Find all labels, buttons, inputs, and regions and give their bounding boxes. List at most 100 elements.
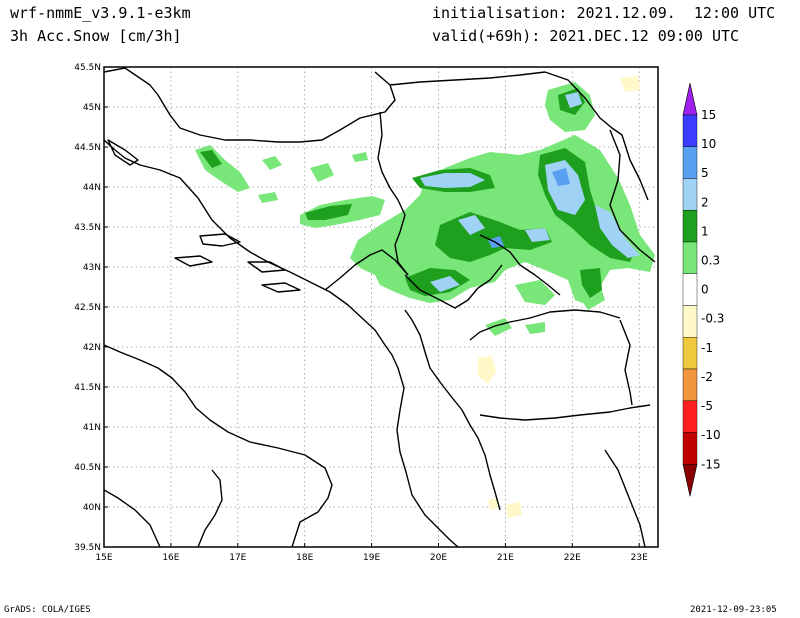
albania-east-border <box>404 309 501 511</box>
colorbar-max-arrow <box>682 82 698 116</box>
latitude-labels: 39.5N 40N 40.5N 41N 41.5N 42N 42.5N 43N 43.5N 44N… <box>74 63 108 553</box>
colorbar-swatch <box>682 241 698 274</box>
greece-coast <box>604 449 646 547</box>
colorbar-swatch <box>682 337 698 370</box>
lat-label: 44N <box>83 183 101 193</box>
snow-heavy-1 <box>420 173 485 188</box>
coastlines-borders <box>104 67 656 547</box>
lon-label: 15E <box>95 553 112 563</box>
colorbar-label: -5 <box>701 399 713 413</box>
island-brac <box>199 233 241 247</box>
grads-credit: GrADS: COLA/IGES <box>4 605 91 615</box>
snow-patch-3 <box>352 152 368 162</box>
italy-coast <box>104 344 333 547</box>
lat-label: 41.5N <box>74 383 101 393</box>
lat-label: 45N <box>83 103 101 113</box>
colorbar-swatch <box>682 178 698 211</box>
melt-area-south <box>505 502 522 518</box>
colorbar-label: -15 <box>701 457 721 471</box>
colorbar-label: 1 <box>701 224 709 238</box>
lat-label: 41N <box>83 423 101 433</box>
lon-label: 22E <box>564 553 581 563</box>
italy-coast-south <box>104 489 161 547</box>
lon-label: 19E <box>363 553 380 563</box>
snow-area-kosovo <box>515 280 555 305</box>
snow-patch-5 <box>485 318 512 336</box>
croatia-bosnia-border <box>104 67 396 143</box>
snow-heavy-3 <box>595 205 640 258</box>
lat-label: 40.5N <box>74 463 101 473</box>
snow-peak-1 <box>552 168 570 186</box>
init-time: initialisation: 2021.12.09. 12:00 UTC <box>432 4 776 22</box>
snow-heavy-7 <box>565 92 582 108</box>
snow-heavy-4 <box>458 215 485 235</box>
adriatic-coast-east <box>104 139 459 547</box>
lon-label: 21E <box>497 553 514 563</box>
kosovo-macedonia-border <box>469 309 621 341</box>
island-korcula <box>247 261 286 273</box>
bosnia-serbia-border <box>377 111 409 276</box>
bosnia-montenegro-border <box>324 249 409 291</box>
snow-core-east <box>580 268 602 298</box>
melt-area-albania <box>478 356 496 384</box>
colorbar-swatch <box>682 368 698 401</box>
colorbar-swatch <box>682 210 698 243</box>
snow-heavy-6 <box>430 276 460 292</box>
montenegro-albania-border <box>404 264 503 309</box>
lon-label: 17E <box>229 553 246 563</box>
serbia-hungary-border <box>389 71 546 86</box>
lat-label: 40N <box>83 503 101 513</box>
render-timestamp: 2021-12-09-23:05 <box>690 605 777 615</box>
colorbar-label: -10 <box>701 428 721 442</box>
colorbar-swatch <box>682 432 698 465</box>
snow-core-bosnia <box>305 204 352 220</box>
graticule <box>104 67 658 547</box>
colorbar-label: 2 <box>701 195 709 209</box>
macedonia-greece-border <box>479 404 651 421</box>
melt-area-northeast <box>620 76 640 92</box>
snow-patch-4 <box>258 192 278 203</box>
lat-label: 43.5N <box>74 223 101 233</box>
colorbar: 15 10 5 2 1 0.3 0 -0.3 -1 -2 -5 -10 -15 <box>682 82 724 497</box>
lon-label: 18E <box>296 553 313 563</box>
colorbar-label: -1 <box>701 341 713 355</box>
lon-label: 23E <box>631 553 648 563</box>
serbia-bulgaria-border <box>609 129 656 263</box>
snow-patch-6 <box>525 322 545 334</box>
colorbar-label: 0.3 <box>701 254 720 268</box>
colorbar-label: -2 <box>701 370 713 384</box>
lat-label: 39.5N <box>74 543 101 553</box>
lat-label: 43N <box>83 263 101 273</box>
melt-area-south-2 <box>488 498 498 510</box>
longitude-labels: 15E 16E 17E 18E 19E 20E 21E 22E 23E <box>95 543 648 563</box>
island-hvar <box>174 255 213 267</box>
colorbar-swatch <box>682 114 698 147</box>
lat-label: 42N <box>83 343 101 353</box>
snow-patch-1 <box>262 156 282 170</box>
colorbar-label: 5 <box>701 166 709 180</box>
serbia-kosovo-border <box>479 234 561 296</box>
colorbar-swatch <box>682 400 698 433</box>
colorbar-label: -0.3 <box>701 312 724 326</box>
colorbar-label: 0 <box>701 283 709 297</box>
snow-patch-2 <box>310 163 334 182</box>
lat-label: 45.5N <box>74 63 101 73</box>
snow-core-west <box>200 150 222 168</box>
colorbar-min-arrow <box>682 463 698 497</box>
macedonia-bulgaria-border <box>619 319 633 406</box>
valid-time: valid(+69h): 2021.DEC.12 09:00 UTC <box>432 27 740 45</box>
model-title: wrf-nmmE_v3.9.1-e3km <box>10 4 191 22</box>
island-krk <box>107 139 139 166</box>
field-title: 3h Acc.Snow [cm/3h] <box>10 27 182 45</box>
snow-heavy-5 <box>525 228 550 242</box>
lon-label: 16E <box>162 553 179 563</box>
lon-label: 20E <box>430 553 447 563</box>
lat-label: 44.5N <box>74 143 101 153</box>
lat-label: 42.5N <box>74 303 101 313</box>
colorbar-label: 15 <box>701 108 716 122</box>
colorbar-swatch <box>682 273 698 306</box>
colorbar-swatch <box>682 146 698 179</box>
serbia-romania-border <box>544 71 649 201</box>
colorbar-label: 10 <box>701 137 716 151</box>
